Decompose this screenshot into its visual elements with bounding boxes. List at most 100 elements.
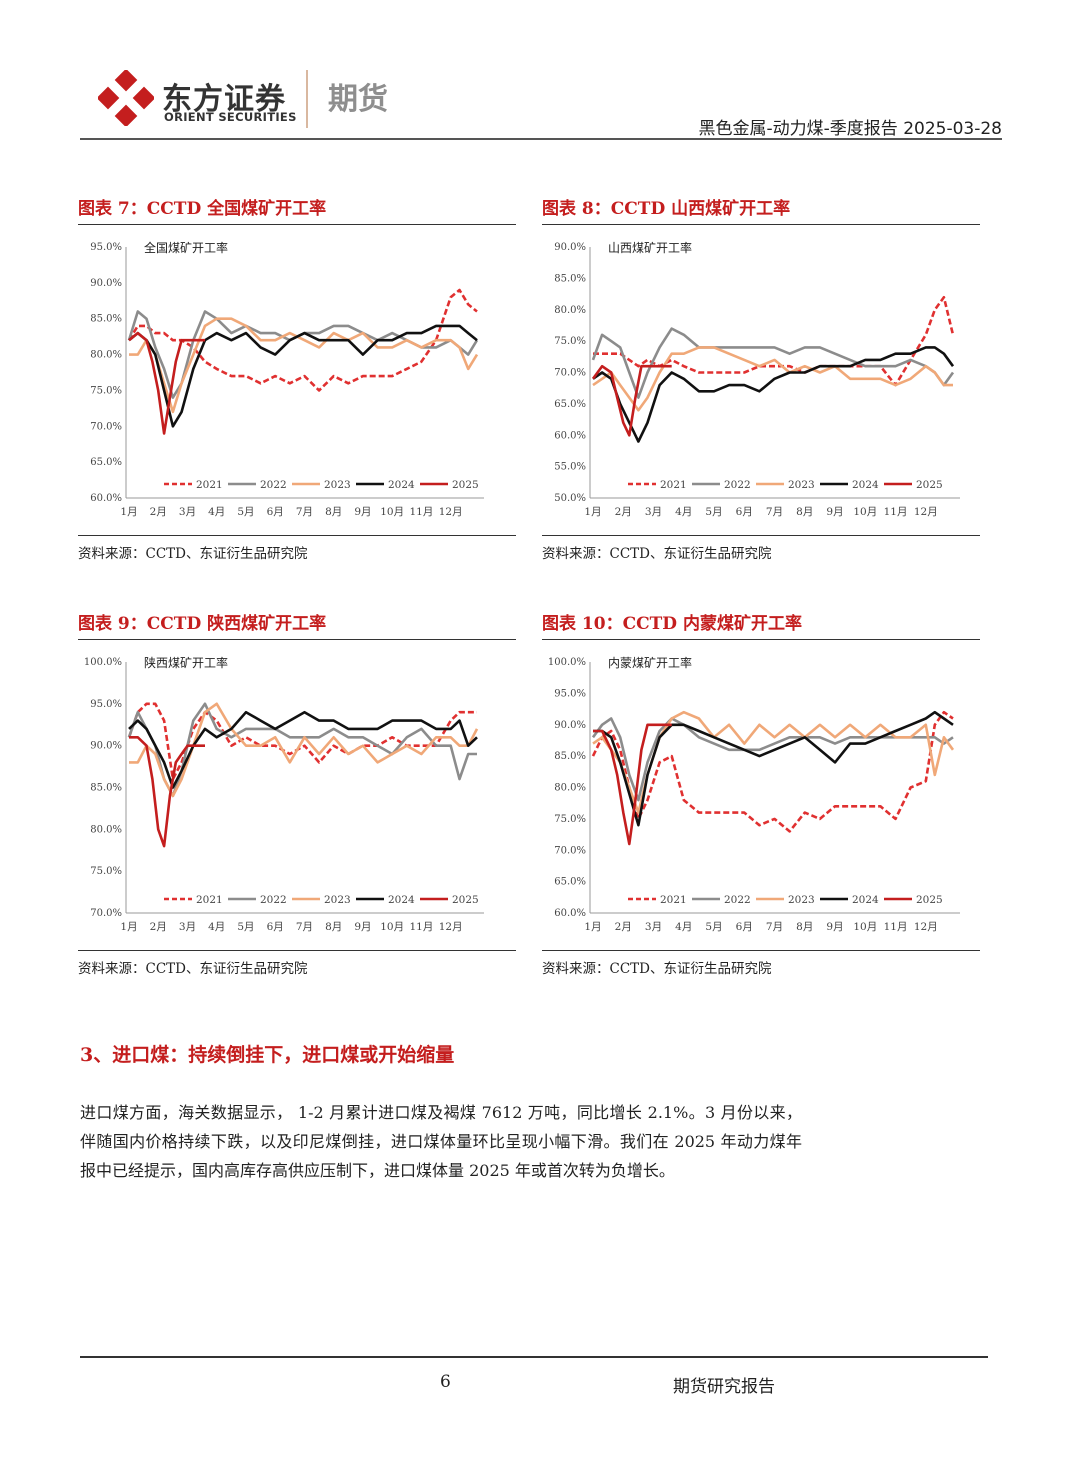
x-tick-label: 11月 [409, 921, 433, 933]
chart-title: 内蒙煤矿开工率 [608, 655, 692, 670]
figure-source-rule [78, 950, 516, 951]
x-tick-label: 11月 [884, 921, 908, 933]
page-header: 东方证券 ORIENT SECURITIES 期货 黑色金属-动力煤-季度报告 … [80, 62, 1002, 142]
y-tick-label: 90.0% [90, 278, 122, 289]
footer-divider [80, 1356, 988, 1358]
x-tick-label: 7月 [296, 921, 313, 933]
series-line-2021 [127, 288, 478, 392]
figure-source-rule [542, 535, 980, 536]
x-tick-label: 6月 [267, 506, 284, 518]
x-tick-label: 10月 [853, 506, 877, 518]
chart-title: 全国煤矿开工率 [144, 240, 228, 255]
chart-shaanxi-operating-rate: 100.0% 95.0% 90.0% 85.0% 80.0% 75.0% 70.0% 1月 2月… [84, 655, 484, 933]
legend-label: 2024 [852, 894, 879, 906]
series-line-2025 [593, 723, 672, 846]
legend-label: 2022 [260, 894, 287, 906]
y-tick-label: 85.0% [554, 273, 586, 284]
series-line-2025 [129, 736, 205, 848]
x-tick-label: 4月 [208, 921, 225, 933]
x-tick-label: 9月 [826, 506, 843, 518]
x-tick-label: 3月 [179, 506, 196, 518]
series-line-2024 [128, 710, 478, 789]
y-tick-label: 75.0% [554, 814, 586, 825]
series-line-2022 [591, 327, 955, 399]
y-tick-label: 70.0% [554, 368, 586, 379]
y-tick-label: 60.0% [554, 908, 586, 919]
series-line-2024 [593, 710, 954, 827]
series-line-2025 [591, 364, 672, 437]
chart-shanxi-operating-rate: 90.0% 85.0% 80.0% 75.0% 70.0% 65.0% 60.0% 55.0%… [554, 240, 960, 518]
figure-source: 资料来源：CCTD、东证衍生品研究院 [78, 961, 308, 977]
x-tick-label: 4月 [675, 921, 692, 933]
figure-title: 图表 7：CCTD 全国煤矿开工率 [78, 199, 327, 219]
x-tick-label: 3月 [645, 506, 662, 518]
logo-futures-label: 期货 [328, 82, 388, 117]
legend-label: 2022 [260, 479, 287, 491]
x-tick-label: 11月 [884, 506, 908, 518]
figure-title: 图表 10：CCTD 内蒙煤矿开工率 [542, 614, 802, 634]
x-tick-label: 5月 [237, 921, 254, 933]
y-tick-label: 65.0% [90, 457, 122, 468]
legend-label: 2025 [452, 894, 479, 906]
x-tick-label: 8月 [325, 506, 342, 518]
x-tick-label: 6月 [736, 921, 753, 933]
legend-label: 2022 [724, 479, 751, 491]
series-line-2021 [127, 702, 477, 781]
x-tick-label: 8月 [796, 506, 813, 518]
legend-label: 2024 [388, 479, 415, 491]
x-tick-label: 9月 [354, 921, 371, 933]
figure-top-rule [542, 639, 980, 640]
figure-top-rule [78, 224, 516, 225]
legend-label: 2025 [916, 894, 943, 906]
chart-title: 陕西煤矿开工率 [144, 655, 228, 670]
x-tick-label: 5月 [237, 506, 254, 518]
x-tick-label: 1月 [584, 921, 601, 933]
x-tick-label: 8月 [325, 921, 342, 933]
x-tick-label: 2月 [615, 921, 632, 933]
x-tick-label: 2月 [615, 506, 632, 518]
legend-label: 2023 [324, 479, 351, 491]
legend-label: 2023 [324, 894, 351, 906]
series-line-2023 [592, 346, 953, 412]
y-tick-label: 80.0% [554, 783, 586, 794]
series-line-2024 [128, 324, 478, 428]
x-tick-label: 7月 [296, 506, 313, 518]
chart-national-operating-rate: 95.0% 90.0% 85.0% 80.0% 75.0% 70.0% 65.0% 60.0%… [90, 240, 484, 518]
figure-inner-mongolia: 图表 10：CCTD 内蒙煤矿开工率 100.0% 95.0% 90.0% 85.0%… [542, 612, 980, 977]
figure-title: 图表 9：CCTD 陕西煤矿开工率 [78, 614, 327, 634]
logo-english-name: ORIENT SECURITIES [164, 110, 297, 124]
y-tick-label: 60.0% [90, 493, 122, 504]
x-tick-label: 9月 [826, 921, 843, 933]
y-tick-label: 70.0% [90, 908, 122, 919]
logo-company-name: 东方证券 [162, 82, 286, 117]
y-tick-label: 85.0% [90, 314, 122, 325]
y-tick-label: 80.0% [554, 305, 586, 316]
y-tick-label: 95.0% [90, 242, 122, 253]
series-line-2024 [592, 346, 955, 443]
legend-label: 2024 [852, 479, 879, 491]
x-tick-label: 12月 [914, 921, 938, 933]
x-tick-label: 10月 [853, 921, 877, 933]
legend-label: 2021 [196, 894, 223, 906]
y-tick-label: 60.0% [554, 430, 586, 441]
x-tick-label: 2月 [150, 506, 167, 518]
orient-securities-logo-icon [98, 70, 154, 126]
figure-shaanxi: 图表 9：CCTD 陕西煤矿开工率 100.0% 95.0% 90.0% 85.0% 8… [78, 612, 516, 977]
y-tick-label: 65.0% [554, 877, 586, 888]
figure-national: 图表 7：CCTD 全国煤矿开工率 95.0% 90.0% 85.0% 80.0% 75… [78, 197, 516, 562]
figure-source: 资料来源：CCTD、东证衍生品研究院 [542, 546, 772, 562]
x-tick-label: 12月 [914, 506, 938, 518]
report-title: 黑色金属-动力煤-季度报告 2025-03-28 [698, 119, 1002, 139]
y-tick-label: 85.0% [90, 783, 122, 794]
figure-source-rule [542, 950, 980, 951]
figure-top-rule [78, 639, 516, 640]
x-tick-label: 1月 [120, 506, 137, 518]
section-paragraph: 进口煤方面，海关数据显示， 1-2 月累计进口煤及褐煤 7612 万吨，同比增长… [80, 1103, 802, 1180]
y-tick-label: 90.0% [554, 720, 586, 731]
figure-source: 资料来源：CCTD、东证衍生品研究院 [78, 546, 308, 562]
figure-top-rule [542, 224, 980, 225]
x-tick-label: 7月 [766, 921, 783, 933]
legend-label: 2023 [788, 894, 815, 906]
header-divider [80, 138, 1002, 140]
y-tick-label: 95.0% [554, 688, 586, 699]
